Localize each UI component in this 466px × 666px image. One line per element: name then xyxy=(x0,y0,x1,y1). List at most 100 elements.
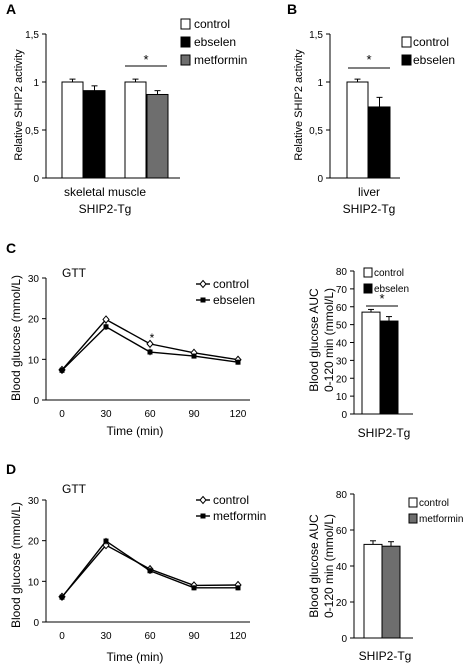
panel-b-bar-control xyxy=(346,81,369,179)
panel-c-auc-y-tick-label: 70 xyxy=(336,285,348,296)
panel-c-y-tick-label: 30 xyxy=(28,274,40,285)
panel-a-y-tick-label: 0 xyxy=(33,174,39,185)
panel-d-auc-y-tick-label: 40 xyxy=(336,562,348,573)
panel-d-auc-legend: control metformin xyxy=(408,497,463,525)
panel-d-xlabel: Time (min) xyxy=(107,650,164,664)
panel-c-auc-ylabel-1: Blood glucose AUC xyxy=(307,288,321,392)
panel-b-legend: control ebselen xyxy=(401,35,455,67)
panel-d-letter: D xyxy=(6,461,16,477)
panel-c-legend-label: ebselen xyxy=(213,293,255,307)
panel-c-x-tick-label: 60 xyxy=(144,409,156,420)
panel-b-xlabel-2: SHIP2-Tg xyxy=(343,202,396,216)
panel-b-y-tick-label: 1,5 xyxy=(309,30,323,41)
panel-c-x-tick-label: 120 xyxy=(230,409,247,420)
panel-a-legend: control ebselen metformin xyxy=(180,17,247,67)
panel-c-auc-bar-ebselen xyxy=(379,320,399,415)
panel-a-ylabel: Relative SHIP2 activity xyxy=(13,49,25,161)
panel-a-bar-control xyxy=(124,81,147,179)
panel-c-auc-legend-label: control xyxy=(374,268,404,279)
panel-c-legend-label: control xyxy=(213,277,249,291)
panel-c-auc-legend-swatch-ebselen xyxy=(363,283,373,294)
panel-c-auc-xlabel: SHIP2-Tg xyxy=(358,426,411,440)
panel-c-letter: C xyxy=(6,240,16,256)
panel-d-y-tick-label: 30 xyxy=(28,496,40,507)
panel-d-legend: control metformin xyxy=(196,493,266,523)
panel-b-ylabel: Relative SHIP2 activity xyxy=(293,49,305,161)
panel-a-y-tick-label: 0,5 xyxy=(25,126,39,137)
panel-a-significance: * xyxy=(143,52,148,67)
panel-c-point-ebselen xyxy=(147,349,153,355)
panel-c-point-ebselen xyxy=(191,353,197,359)
panel-c-point-control xyxy=(146,339,154,349)
panel-c-auc-legend: control ebselen xyxy=(363,267,409,295)
panel-d-auc-legend-swatch-metformin xyxy=(408,513,418,524)
panel-d-x-tick-label: 30 xyxy=(100,631,112,642)
panel-d-legend-marker-metformin xyxy=(200,513,206,519)
panel-d-y-tick-label: 10 xyxy=(28,577,40,588)
panel-b-xlabel-1: liver xyxy=(358,185,380,199)
panel-d-auc-xlabel: SHIP2-Tg xyxy=(359,649,412,663)
panel-b-y-tick-label: 0,5 xyxy=(309,126,323,137)
panel-c-auc-y-tick-label: 50 xyxy=(336,321,348,332)
panel-d-auc-legend-label: control xyxy=(419,498,449,509)
panel-a-letter: A xyxy=(6,1,16,17)
panel-b-legend-label: control xyxy=(413,35,449,49)
panel-a-legend-label: control xyxy=(194,17,230,31)
panel-d-auc-ylabel-2: 0-120 min (mmol/L) xyxy=(322,514,336,618)
panel-a-bar-control xyxy=(61,81,84,179)
panel-d-point-metformin xyxy=(235,585,241,591)
panel-d-point-metformin xyxy=(103,538,109,544)
panel-d-auc-legend-swatch-control xyxy=(408,497,418,508)
panel-d-ylabel: Blood glucose (mmol/L) xyxy=(9,502,23,628)
panel-a-xlabel-2: SHIP2-Tg xyxy=(79,202,132,216)
panel-c-x-tick-label: 0 xyxy=(59,409,65,420)
panel-c-auc-y-tick-label: 0 xyxy=(341,410,347,421)
panel-d-point-metformin xyxy=(191,585,197,591)
panel-d-x-tick-label: 120 xyxy=(230,631,247,642)
panel-d-y-tick-label: 20 xyxy=(28,537,40,548)
panel-d-auc-ylabel-1: Blood glucose AUC xyxy=(307,514,321,618)
panel-a-legend-swatch-metformin xyxy=(180,54,191,66)
panel-d-y-tick-label: 0 xyxy=(33,618,39,629)
panel-c-point-ebselen xyxy=(103,324,109,330)
panel-c-auc-y-tick-label: 20 xyxy=(336,374,348,385)
panel-c-auc-legend-swatch-control xyxy=(363,267,373,278)
panel-c-auc-significance: * xyxy=(379,291,384,306)
panel-c-x-tick-label: 90 xyxy=(188,409,200,420)
panel-c-point-control xyxy=(102,315,110,324)
panel-c-xlabel: Time (min) xyxy=(107,424,164,438)
panel-c-auc-bar-control xyxy=(361,311,381,415)
panel-a-y-tick-label: 1 xyxy=(33,78,39,89)
panel-c-y-tick-label: 0 xyxy=(33,396,39,407)
panel-d-auc-y-tick-label: 80 xyxy=(336,490,348,501)
panel-c-y-tick-label: 10 xyxy=(28,355,40,366)
panel-d-auc-y-tick-label: 20 xyxy=(336,598,348,609)
panel-c-auc-legend-label: ebselen xyxy=(374,284,409,295)
panel-a-legend-label: metformin xyxy=(194,53,247,67)
panel-d-auc-legend-label: metformin xyxy=(419,514,463,525)
panel-c-auc-y-tick-label: 40 xyxy=(336,339,348,350)
panel-c-auc-y-tick-label: 60 xyxy=(336,303,348,314)
panel-d: D GTT Blood glucose (mmol/L) 0 10 20 30 0 30 6… xyxy=(6,461,463,664)
panel-a-legend-label: ebselen xyxy=(194,35,236,49)
panel-d-auc-bar-metformin xyxy=(381,545,401,639)
panel-a: A Relative SHIP2 activity 0 0,5 1 1,5 skele… xyxy=(6,1,247,216)
panel-b-y-tick-label: 0 xyxy=(317,174,323,185)
panel-d-x-tick-label: 0 xyxy=(59,631,65,642)
panel-c: C GTT Blood glucose (mmol/L) 0 10 20 30 0 30 6… xyxy=(6,240,413,440)
panel-d-auc-y-tick-label: 60 xyxy=(336,526,348,537)
panel-c-auc-ylabel-2: 0-120 min (mmol/L) xyxy=(322,288,336,392)
panel-a-bar-metformin xyxy=(146,93,169,179)
panel-b-legend-swatch-ebselen xyxy=(401,54,412,66)
panel-b-letter: B xyxy=(287,1,297,17)
panel-d-legend-label: control xyxy=(213,493,249,507)
panel-c-title: GTT xyxy=(62,266,87,280)
panel-b-significance: * xyxy=(366,52,371,67)
panel-c-legend: control ebselen xyxy=(196,277,255,307)
panel-a-legend-swatch-control xyxy=(180,18,191,30)
panel-a-bar-ebselen xyxy=(83,90,106,179)
panel-d-auc-bar-control xyxy=(363,543,383,639)
panel-d-x-tick-label: 60 xyxy=(144,631,156,642)
panel-d-legend-marker-control xyxy=(199,495,207,505)
